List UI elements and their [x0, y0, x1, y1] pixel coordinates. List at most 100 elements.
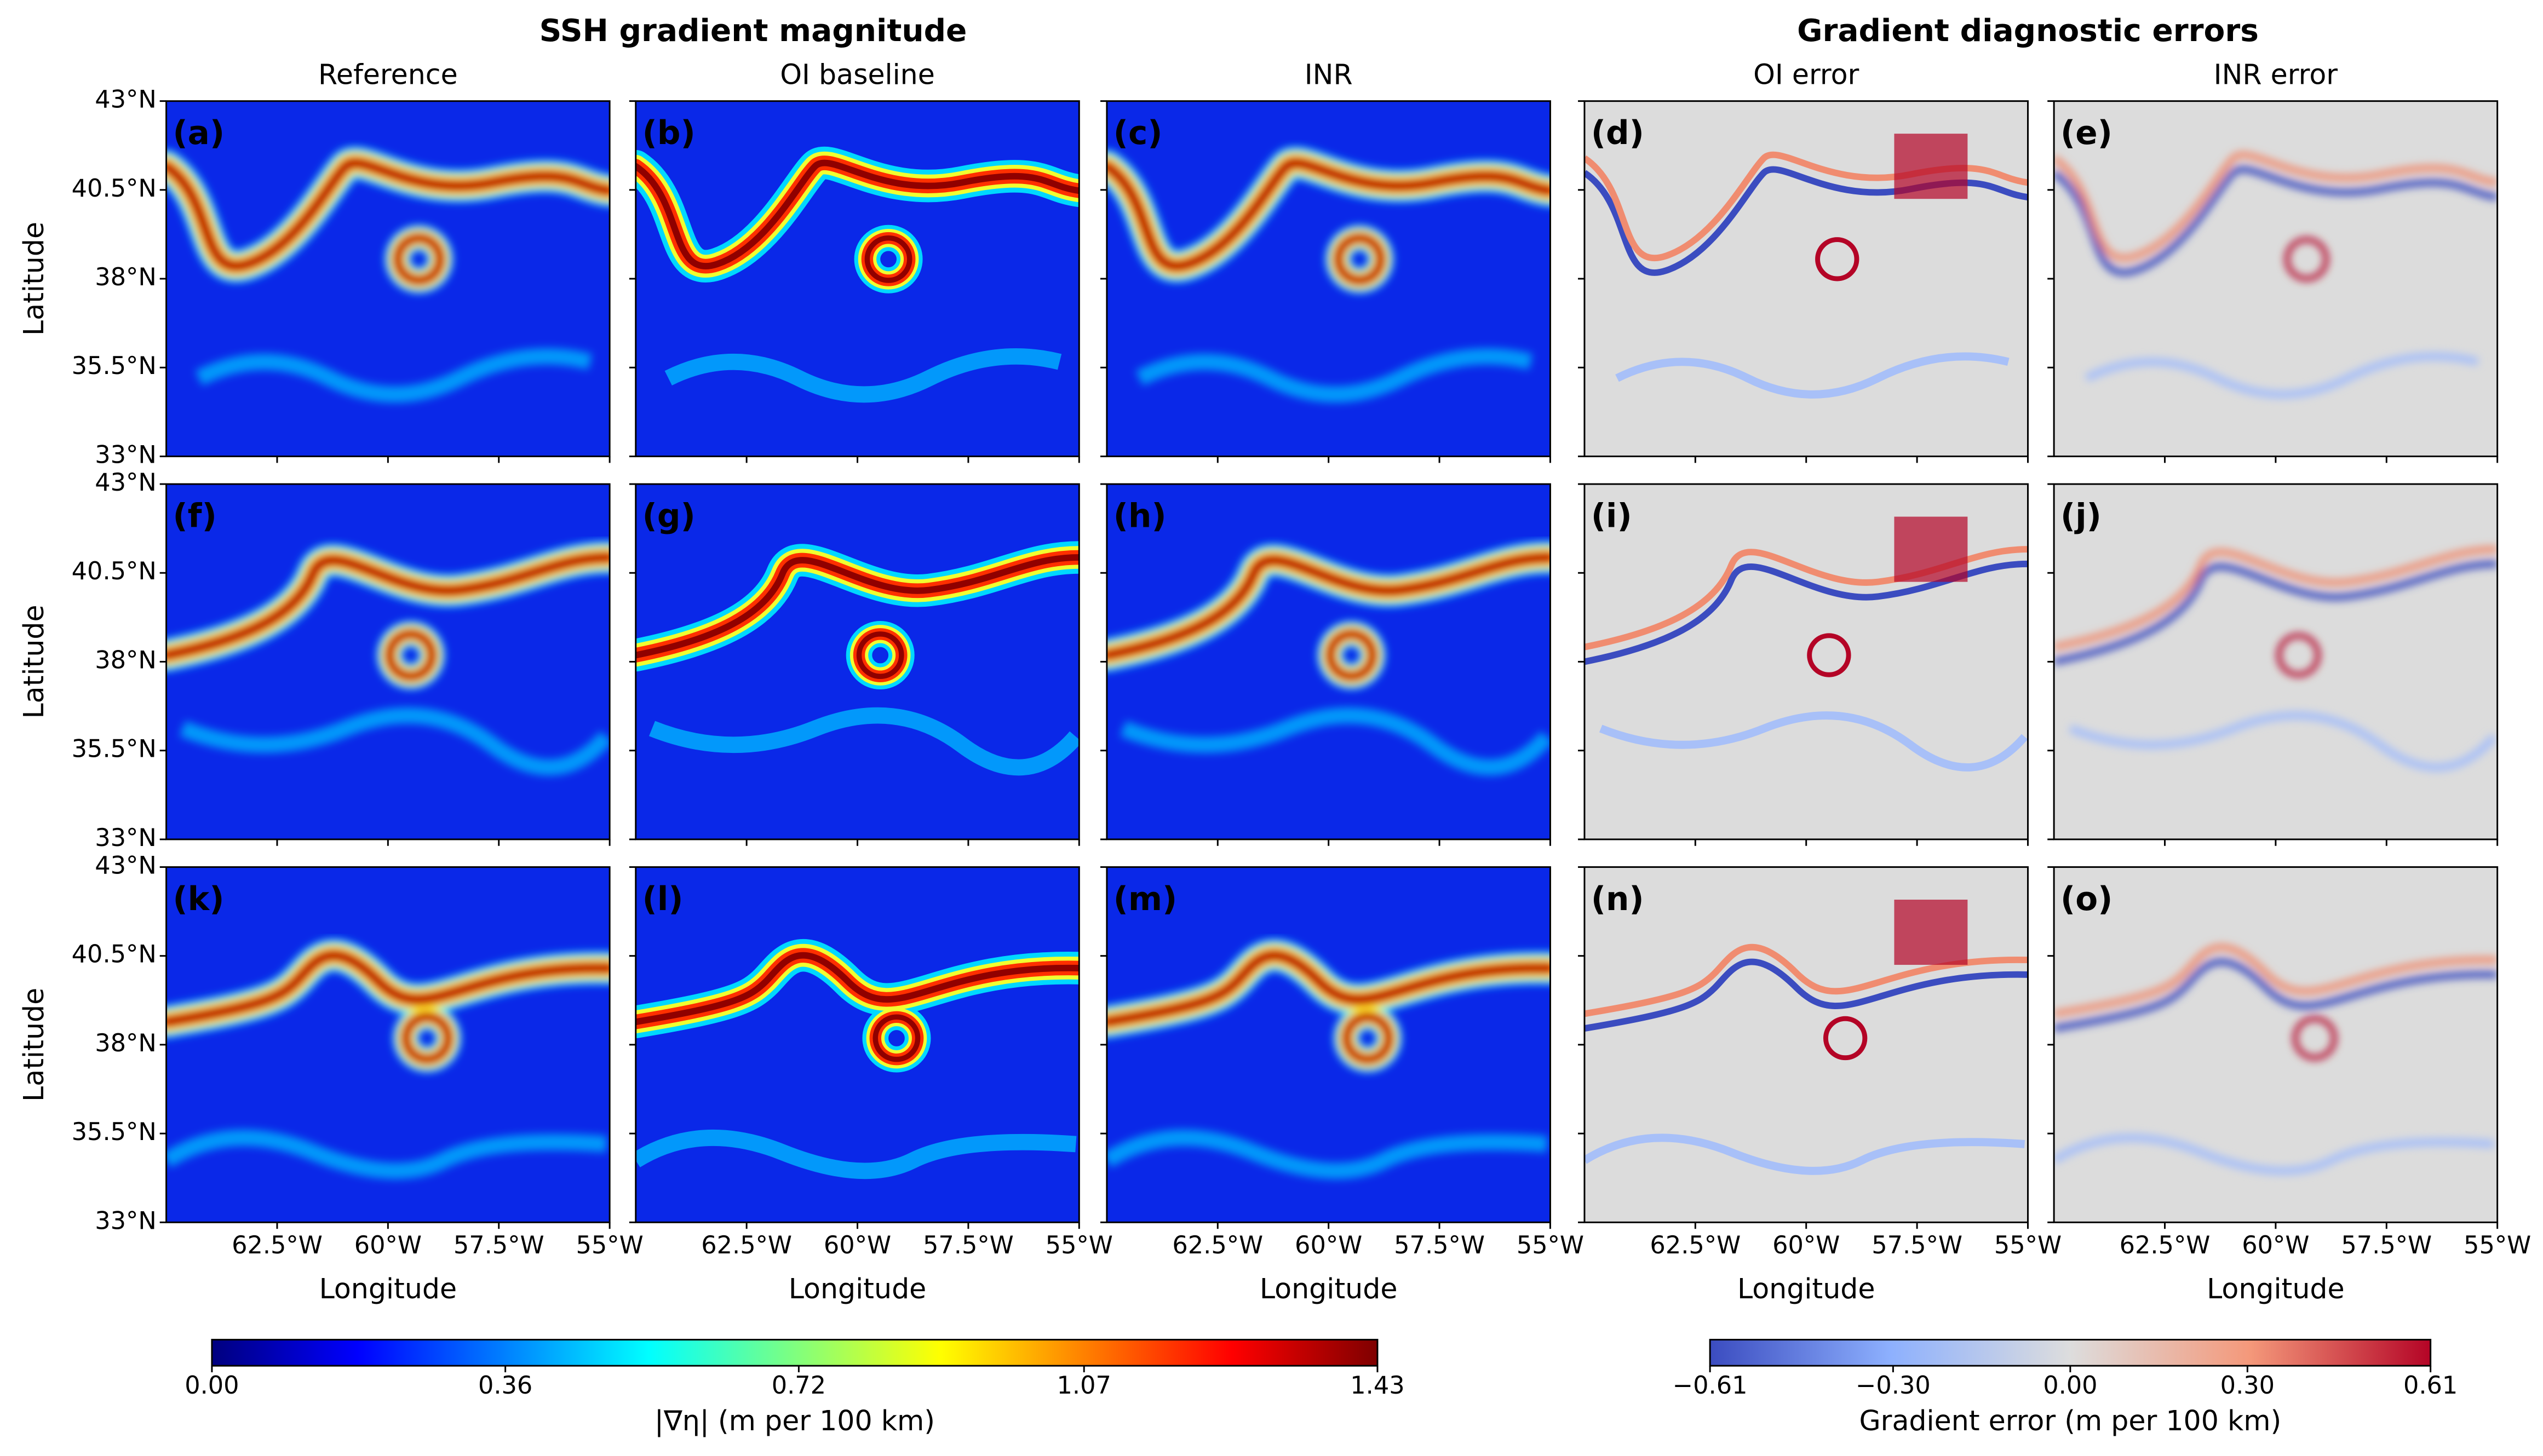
- x-tick-label: 57.5°W: [2341, 1231, 2432, 1259]
- eddy: [864, 235, 912, 283]
- heatmap: [166, 867, 610, 1223]
- swirl: [1615, 352, 2010, 399]
- x-tick-label: 60°W: [2242, 1231, 2309, 1259]
- swirl: [1135, 348, 1533, 403]
- colorbar-label: |∇η| (m per 100 km): [655, 1405, 935, 1437]
- panel-label: (g): [642, 498, 696, 536]
- front-error: [2054, 151, 2498, 262]
- swirl: [635, 1129, 1077, 1179]
- front: [166, 952, 610, 1026]
- heatmap: [1584, 484, 2028, 839]
- heatmap: [635, 867, 1080, 1223]
- swirl: [1599, 711, 2028, 772]
- x-axis-label: Longitude: [1737, 1273, 1875, 1305]
- y-tick-label: 33°N: [95, 1206, 156, 1235]
- front-error: [1584, 943, 2028, 1017]
- heatmap: [1106, 867, 1551, 1223]
- colorbar-tick-label: 0.00: [185, 1371, 239, 1400]
- x-tick-label: 55°W: [1517, 1231, 1584, 1259]
- colorbar-tick-label: 0.72: [772, 1371, 826, 1400]
- panel-label: (j): [2060, 498, 2102, 536]
- x-tick-label: 55°W: [1994, 1231, 2062, 1259]
- y-tick-label: 35.5°N: [72, 352, 157, 380]
- y-tick-label: 33°N: [95, 824, 156, 852]
- heatmap-background: [2054, 484, 2498, 839]
- panel-label: (h): [1113, 498, 1167, 536]
- field: [166, 939, 610, 1179]
- field: [1584, 899, 2028, 1175]
- column-title: Reference: [318, 58, 458, 90]
- field: [2054, 546, 2498, 772]
- x-tick-label: 62.5°W: [1172, 1231, 1263, 1259]
- front: [635, 554, 1080, 659]
- y-tick-label: 43°N: [95, 851, 156, 879]
- eddy: [872, 1014, 921, 1062]
- y-tick-label: 40.5°N: [72, 940, 157, 969]
- eddy: [856, 631, 904, 679]
- y-axis-label: Latitude: [18, 605, 50, 718]
- front: [635, 159, 1080, 269]
- heatmap: [1106, 484, 1551, 839]
- x-axis-label: Longitude: [319, 1273, 457, 1305]
- swirl: [1584, 1133, 2025, 1175]
- x-tick-label: 55°W: [2464, 1231, 2531, 1259]
- eddy-error: [1807, 633, 1851, 677]
- x-axis-label: Longitude: [1260, 1273, 1398, 1305]
- front-error: [2054, 546, 2498, 651]
- panel-label: (i): [1591, 498, 1632, 536]
- front-error: [2054, 166, 2498, 276]
- y-tick-label: 35.5°N: [72, 735, 157, 763]
- heatmap: [166, 101, 610, 457]
- x-tick-label: 62.5°W: [2120, 1231, 2211, 1259]
- x-tick-label: 57.5°W: [1394, 1231, 1485, 1259]
- eddy-error: [1815, 237, 1859, 281]
- eddy: [1344, 1014, 1392, 1062]
- swirl: [2085, 352, 2479, 399]
- colorbar: [211, 1339, 1379, 1367]
- swirl: [1120, 707, 1551, 776]
- x-tick-label: 62.5°W: [1650, 1231, 1741, 1259]
- column-title: OI baseline: [780, 58, 935, 90]
- colorbar-tick-label: 0.30: [2220, 1371, 2275, 1400]
- colorbar-tick-label: −0.30: [1856, 1371, 1931, 1400]
- y-tick-label: 35.5°N: [72, 1118, 157, 1146]
- panel-label: (b): [642, 114, 696, 152]
- heatmap: [166, 484, 610, 839]
- field: [635, 146, 1080, 403]
- front-error: [2054, 560, 2498, 665]
- panel-label: (f): [173, 498, 216, 536]
- colorbar-tick-label: 0.36: [478, 1371, 532, 1400]
- column-title: INR: [1305, 58, 1353, 90]
- front-error: [2054, 958, 2498, 1032]
- panel-label: (o): [2060, 880, 2113, 918]
- y-axis-label: Latitude: [18, 988, 50, 1102]
- field: [2054, 943, 2498, 1175]
- x-tick-label: 55°W: [1046, 1231, 1113, 1259]
- colorbar-label: Gradient error (m per 100 km): [1859, 1405, 2281, 1437]
- heatmap: [1106, 101, 1551, 457]
- field: [166, 146, 610, 403]
- x-tick-label: 60°W: [354, 1231, 422, 1259]
- eddy: [1335, 235, 1384, 283]
- swirl: [648, 707, 1080, 776]
- front-error: [1584, 958, 2028, 1032]
- front: [1106, 159, 1551, 269]
- eddy: [395, 235, 443, 283]
- x-tick-label: 57.5°W: [454, 1231, 544, 1259]
- x-tick-label: 62.5°W: [232, 1231, 323, 1259]
- colorbar-tick-label: 0.00: [2043, 1371, 2097, 1400]
- colorbar-tick-label: 1.43: [1350, 1371, 1404, 1400]
- column-title: INR error: [2214, 58, 2338, 90]
- y-tick-label: 33°N: [95, 440, 156, 469]
- x-tick-label: 62.5°W: [701, 1231, 792, 1259]
- front-error: [2054, 943, 2498, 1017]
- x-tick-label: 60°W: [1772, 1231, 1840, 1259]
- x-axis-label: Longitude: [789, 1273, 927, 1305]
- field: [1106, 541, 1551, 776]
- y-tick-label: 38°N: [95, 263, 156, 291]
- field: [635, 939, 1080, 1179]
- heatmap: [1584, 867, 2028, 1223]
- colorbar-tick-label: 1.07: [1057, 1371, 1111, 1400]
- block-error: [1894, 516, 1968, 582]
- panel-label: (m): [1113, 880, 1177, 918]
